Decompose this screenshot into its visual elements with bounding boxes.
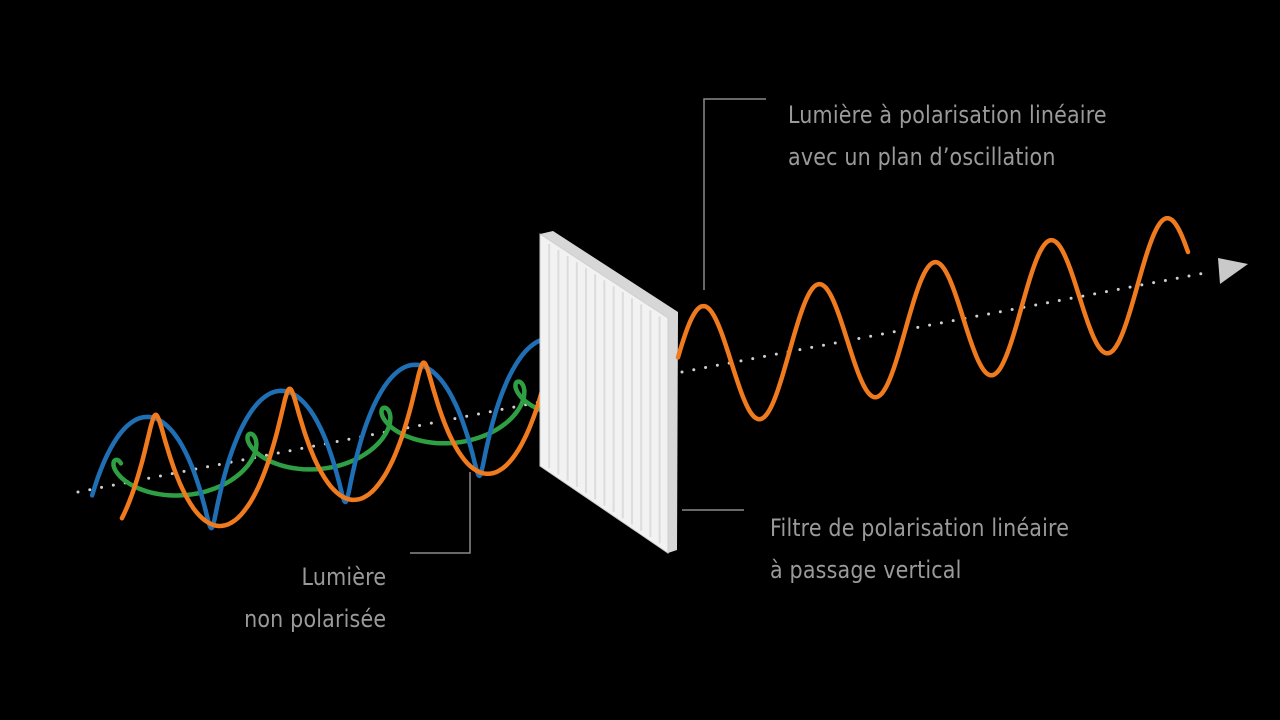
label-unpolarized-light-line2: non polarisée <box>243 605 386 633</box>
propagation-axis-outgoing <box>680 270 1212 374</box>
orange-wave-incoming <box>119 334 590 529</box>
orange-wave-polarized <box>675 215 1191 422</box>
filter-slits <box>548 244 661 544</box>
polarization-filter <box>539 231 678 554</box>
label-filter: Filtre de polarisation linéaire à passag… <box>770 507 1069 591</box>
leader-line-output <box>703 98 766 290</box>
direction-arrow-head <box>1218 258 1248 284</box>
label-filter-line2: à passage vertical <box>770 556 962 584</box>
label-filter-line1: Filtre de polarisation linéaire <box>770 514 1070 542</box>
label-unpolarized-light: Lumière non polarisée <box>244 556 386 640</box>
blue-wave <box>89 336 602 531</box>
leader-line-input <box>410 472 471 554</box>
green-wave <box>111 379 656 498</box>
label-polarized-light-line2: avec un plan d’oscillation <box>788 143 1056 171</box>
label-polarized-light-line1: Lumière à polarisation linéaire <box>788 101 1107 129</box>
label-unpolarized-light-line1: Lumière <box>301 563 386 591</box>
label-polarized-light: Lumière à polarisation linéaire avec un … <box>788 94 1107 178</box>
unpolarized-light-waves <box>89 334 656 531</box>
